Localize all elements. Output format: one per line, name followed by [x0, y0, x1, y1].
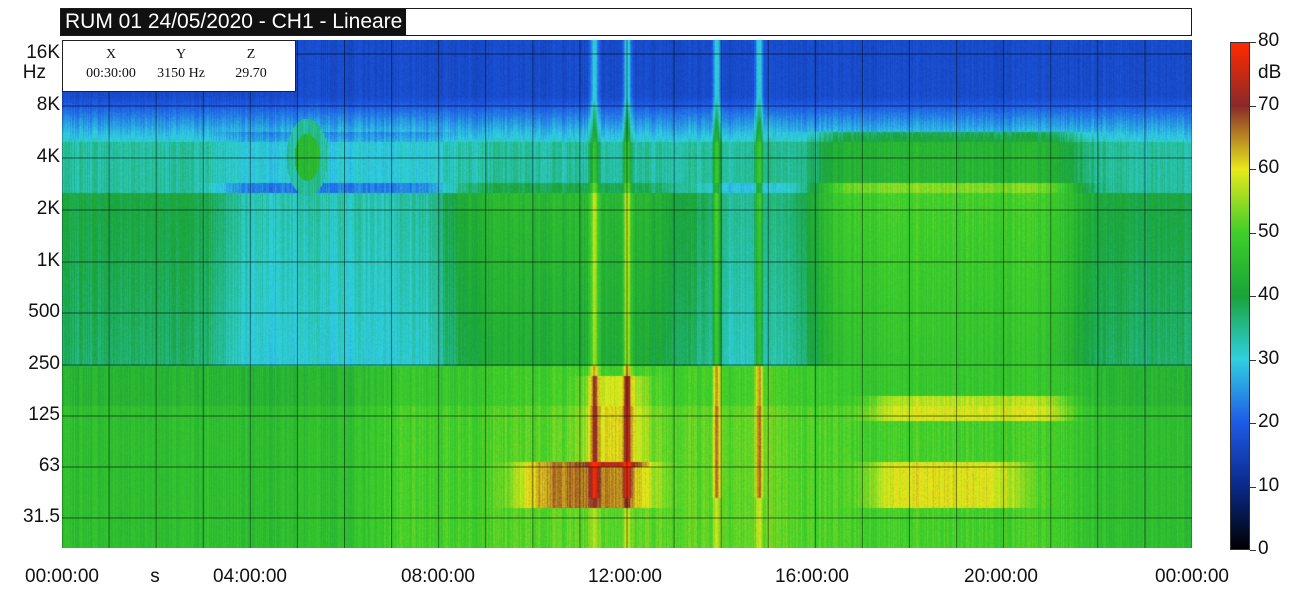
colorbar-tick-label: 20: [1258, 411, 1280, 432]
readout-z: Z 29.70: [213, 45, 289, 83]
y-tick-label: 16K: [26, 42, 60, 63]
colorbar-tick-label: 10: [1258, 474, 1280, 496]
y-axis-unit: Hz: [22, 62, 46, 83]
y-tick-label: 250: [28, 353, 60, 374]
colorbar-tick-label: 80: [1258, 30, 1280, 51]
colorbar-tick: [1250, 296, 1256, 297]
x-tick-label: 00:00:00: [25, 566, 99, 587]
readout-z-header: Z: [246, 47, 256, 62]
colorbar-tick-label: 50: [1258, 220, 1280, 242]
chart-title-bar: RUM 01 24/05/2020 - CH1 - Lineare: [60, 8, 1192, 36]
plot-area[interactable]: [62, 40, 1192, 548]
colorbar-tick: [1250, 105, 1256, 107]
colorbar-tick-label: 70: [1258, 93, 1280, 115]
x-axis: 00:00:00 s 04:00:00 08:00:00 12:00:00 16:00:0…: [0, 560, 1299, 592]
readout-y: Y 3150 Hz: [143, 45, 219, 83]
spectrogram-canvas[interactable]: [62, 40, 1192, 548]
y-tick-label: 63: [38, 455, 60, 476]
y-tick-label: 31.5: [23, 506, 60, 527]
grid-lines: [62, 40, 1192, 548]
y-tick-label: 2K: [36, 198, 60, 219]
x-tick-label: 04:00:00: [213, 566, 287, 587]
colorbar-tick-label: 60: [1258, 157, 1280, 178]
y-tick-label: 1K: [36, 250, 60, 271]
colorbar: [1230, 42, 1250, 550]
readout-x-header: X: [105, 47, 117, 62]
x-tick-label: 12:00:00: [588, 566, 662, 587]
y-tick-label: 8K: [36, 94, 60, 115]
y-tick-label: 500: [28, 301, 60, 322]
x-tick-label: 16:00:00: [775, 566, 849, 587]
x-tick-label: s: [150, 566, 160, 587]
colorbar-tick: [1250, 169, 1256, 170]
x-tick-label: 08:00:00: [401, 566, 475, 587]
x-tick-label: 20:00:00: [964, 566, 1038, 587]
colorbar-tick: [1250, 42, 1256, 43]
readout-x-value: 00:30:00: [86, 66, 136, 81]
colorbar-tick: [1250, 423, 1256, 424]
cursor-readout: X 00:30:00 Y 3150 Hz Z 29.70: [62, 40, 296, 92]
colorbar-tick: [1250, 232, 1256, 234]
x-tick-label: 00:00:00: [1155, 566, 1229, 587]
colorbar-unit: dB: [1258, 62, 1282, 83]
colorbar-tick: [1250, 486, 1256, 488]
colorbar-tick: [1250, 359, 1256, 361]
readout-z-value: 29.70: [235, 66, 267, 81]
chart-title: RUM 01 24/05/2020 - CH1 - Lineare: [61, 9, 407, 35]
readout-y-header: Y: [175, 47, 187, 62]
y-tick-label: 4K: [36, 146, 60, 167]
readout-x: X 00:30:00: [73, 45, 149, 83]
colorbar-tick-label: 30: [1258, 347, 1280, 369]
colorbar-tick: [1250, 550, 1256, 551]
readout-y-value: 3150 Hz: [157, 66, 205, 81]
y-tick-label: 125: [28, 404, 60, 425]
y-axis: 16K 8K 4K 2K 1K 500 250 125 63 31.5 Hz: [0, 0, 60, 592]
colorbar-tick-label: 40: [1258, 284, 1280, 305]
colorbar-tick-label: 0: [1258, 538, 1269, 559]
